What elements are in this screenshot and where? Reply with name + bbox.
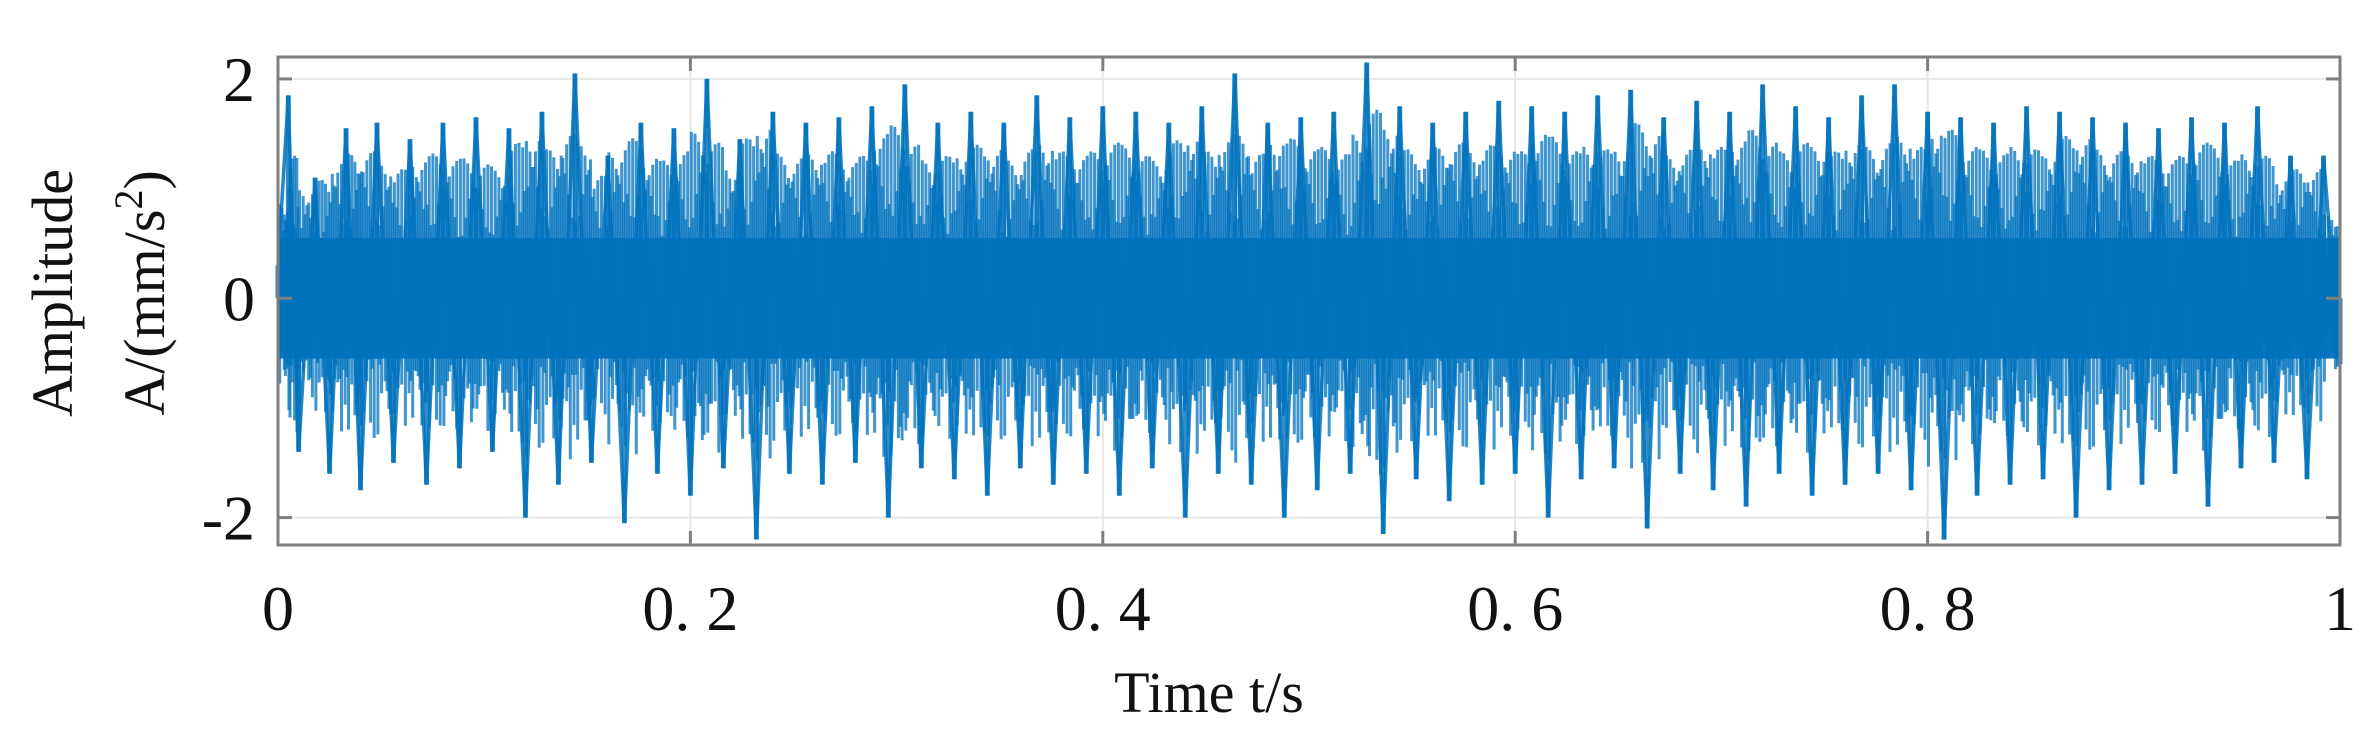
y-axis-label-line2: A/(mm/s2) [106,170,177,416]
x-tick-label: 0. 8 [1880,573,1976,644]
y-axis-label-close: ) [112,170,177,189]
x-tick-label: 0. 4 [1055,573,1151,644]
x-tick-label: 0 [262,573,294,644]
x-tick-label: 0. 2 [642,573,738,644]
y-tick-label: -2 [202,483,255,554]
signal-series [275,62,2343,540]
tick-marks [276,57,2342,545]
y-tick-label: 0 [223,263,255,334]
x-tick-label: 0. 6 [1467,573,1563,644]
y-tick-label: 2 [223,44,255,115]
y-axis-label-superscript: 2 [106,190,151,210]
x-axis-label: Time t/s [1114,660,1304,725]
y-axis-label-unit: A/(mm/s [112,210,177,416]
y-axis-label-line1: Amplitude [20,169,85,417]
y-tick-labels: -2 0 2 [202,44,255,554]
x-tick-labels: 0 0. 2 0. 4 0. 6 0. 8 1 [262,573,2356,644]
axes-box [276,55,2342,547]
x-tick-label: 1 [2324,573,2356,644]
